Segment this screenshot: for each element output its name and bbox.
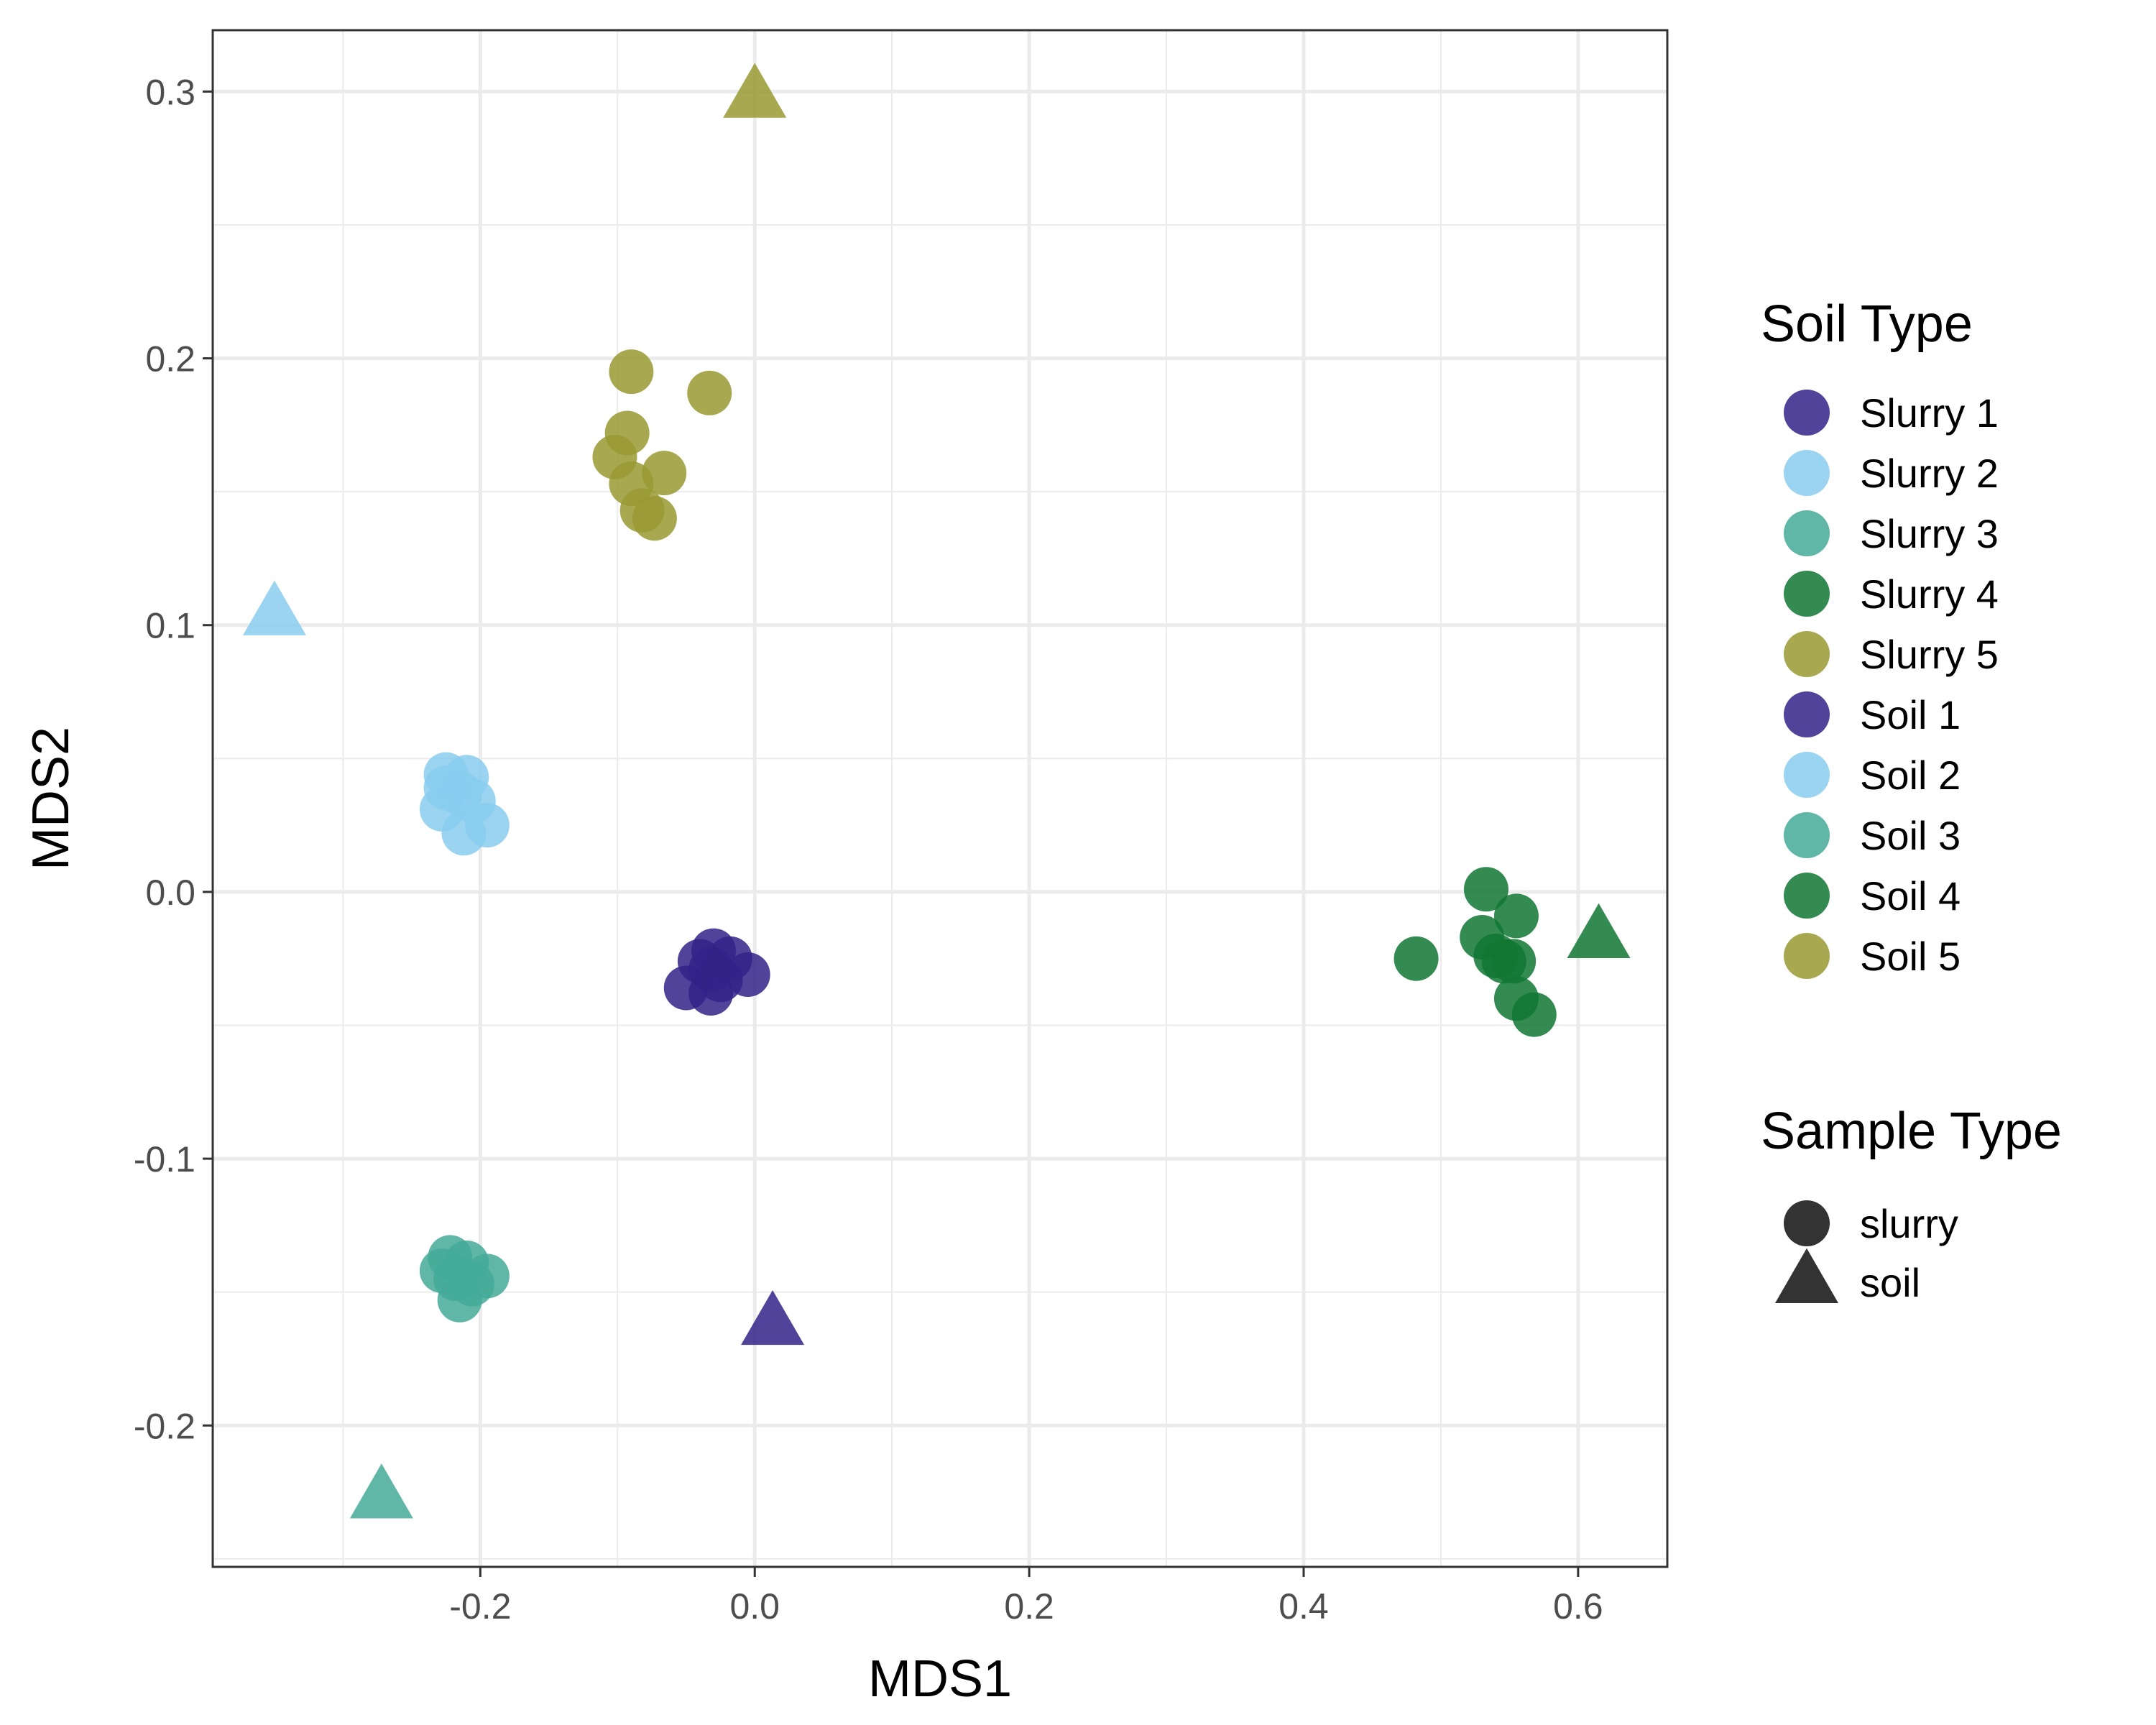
data-points	[242, 63, 1631, 1519]
slurry-4-circle-point	[1463, 867, 1508, 912]
soil-5-triangle-point	[723, 63, 787, 118]
legend-key-slurry-5	[1784, 631, 1830, 677]
legend-label-slurry-4: Slurry 4	[1860, 571, 1999, 617]
legend-title-sample-type: Sample Type	[1761, 1103, 2062, 1160]
slurry-4-circle-point	[1493, 893, 1539, 939]
legend-title-soil-type: Soil Type	[1761, 295, 1973, 353]
y-axis-title: MDS2	[22, 727, 80, 870]
legend-label-slurry: slurry	[1860, 1201, 1958, 1246]
legend-key-slurry-2	[1784, 450, 1830, 496]
slurry-5-circle-point	[609, 349, 654, 395]
x-tick-label: 0.2	[1004, 1586, 1054, 1627]
legend-key-slurry	[1784, 1200, 1830, 1246]
legend-label-soil-1: Soil 1	[1860, 692, 1961, 737]
soil-2-triangle-point	[242, 580, 306, 635]
slurry-1-circle-point	[688, 970, 734, 1016]
slurry-5-circle-point	[687, 370, 732, 415]
slurry-3-circle-point	[437, 1277, 482, 1322]
slurry-4-circle-point	[1481, 939, 1526, 984]
legend-key-soil-3	[1784, 812, 1830, 858]
legend-key-slurry-3	[1784, 510, 1830, 556]
soil-4-triangle-point	[1567, 903, 1631, 958]
plot-panel-border	[211, 29, 1669, 1568]
legend-label-soil-4: Soil 4	[1860, 873, 1961, 919]
y-tick-label: -0.1	[134, 1139, 195, 1179]
tick-labels: -0.2 0.0 0.2 0.4 0.6 -0.2 -0.1 0.0 0.1 0.2 0.3	[134, 72, 1603, 1627]
slurry-4-circle-point	[1393, 936, 1439, 981]
legend-sample-type-items: slurry soil	[1775, 1200, 1958, 1305]
slurry-2-circle-point	[441, 811, 487, 856]
slurry-5-circle-point	[632, 496, 677, 541]
legend-label-slurry-2: Slurry 2	[1860, 451, 1999, 496]
x-axis-title: MDS1	[868, 1650, 1012, 1708]
soil-3-triangle-point	[349, 1463, 413, 1519]
legend-label-slurry-5: Slurry 5	[1860, 632, 1999, 677]
legend-label-soil-5: Soil 5	[1860, 934, 1961, 979]
legend-key-soil	[1775, 1248, 1838, 1303]
x-tick-label: 0.6	[1553, 1586, 1603, 1627]
axis-ticks	[203, 90, 1580, 1577]
soil-1-triangle-point	[741, 1289, 805, 1346]
legend-key-soil-2	[1784, 752, 1830, 798]
legend-key-soil-1	[1784, 691, 1830, 737]
legend-label-soil-2: Soil 2	[1860, 753, 1961, 798]
legend-key-slurry-4	[1784, 571, 1830, 617]
x-tick-label: 0.0	[729, 1586, 780, 1627]
y-tick-label: 0.2	[145, 339, 195, 380]
legend-key-soil-5	[1784, 933, 1830, 979]
x-tick-label: 0.4	[1279, 1586, 1329, 1627]
y-tick-label: 0.3	[145, 72, 195, 112]
slurry-1-circle-point	[725, 952, 770, 997]
y-tick-label: 0.0	[145, 873, 195, 913]
legend-label-slurry-1: Slurry 1	[1860, 390, 1999, 436]
x-tick-label: -0.2	[449, 1586, 511, 1627]
legend-label-soil-3: Soil 3	[1860, 813, 1961, 858]
legend-key-slurry-1	[1784, 390, 1830, 436]
legend-key-soil-4	[1784, 873, 1830, 919]
y-tick-label: -0.2	[134, 1406, 195, 1446]
legend-soil-type-items: Slurry 1 Slurry 2 Slurry 3 Slurry 4 Slurry 5…	[1784, 390, 1999, 979]
legend-label-slurry-3: Slurry 3	[1860, 511, 1999, 556]
minor-gridlines	[213, 30, 1667, 1567]
slurry-4-circle-point	[1511, 992, 1557, 1037]
y-tick-label: 0.1	[145, 606, 195, 646]
legend-label-soil: soil	[1860, 1260, 1920, 1305]
